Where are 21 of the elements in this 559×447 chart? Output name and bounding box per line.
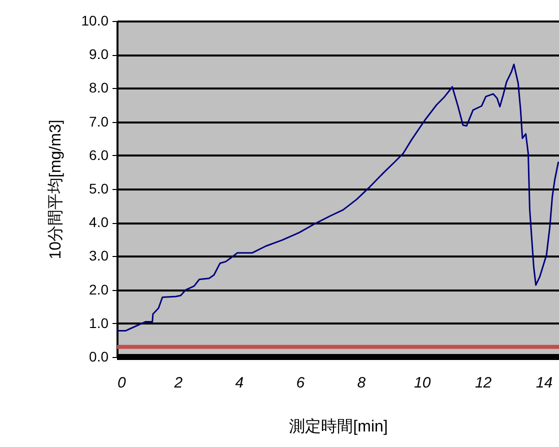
x-tick-label: 4 <box>235 374 244 392</box>
x-tick-label: 6 <box>296 374 306 392</box>
x-tick-label: 0 <box>118 374 126 392</box>
y-tick-label: 2.0 <box>89 281 109 298</box>
y-tick-label: 6.0 <box>89 146 109 163</box>
x-tick-label: 12 <box>474 374 492 392</box>
y-tick-label: 9.0 <box>89 46 109 62</box>
x-tick-label: 8 <box>357 374 366 392</box>
x-tick-label: 14 <box>536 374 553 392</box>
y-tick-label: 3.0 <box>89 248 109 264</box>
y-tick-label: 8.0 <box>89 80 109 96</box>
x-tick-label: 10 <box>414 374 432 392</box>
x-tick-label: 2 <box>173 374 184 392</box>
y-tick-label: 5.0 <box>89 180 109 196</box>
y-tick-label: 1.0 <box>89 314 109 331</box>
y-tick-label: 7.0 <box>89 113 109 130</box>
x-axis-title: 測定時間[min] <box>289 418 388 436</box>
y-tick-label: 4.0 <box>89 214 109 230</box>
y-tick-label: 10.0 <box>81 12 109 28</box>
y-axis-title: 10分間平均[mg/m3] <box>47 120 64 260</box>
y-tick-label: 0.0 <box>89 348 109 364</box>
